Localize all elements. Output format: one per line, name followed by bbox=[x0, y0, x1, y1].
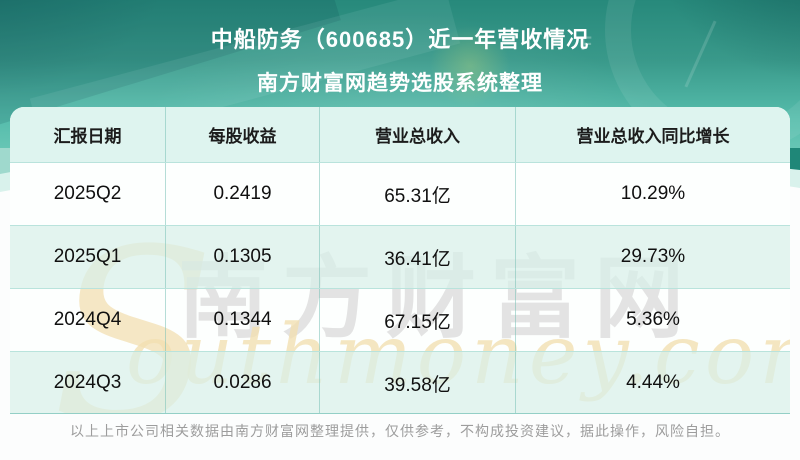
cell-eps: 0.0286 bbox=[166, 352, 320, 413]
cell-report-date: 2025Q2 bbox=[10, 163, 166, 225]
cell-yoy-growth: 10.29% bbox=[620, 183, 686, 204]
page-subtitle: 南方财富网趋势选股系统整理 bbox=[257, 72, 543, 95]
cell-report-date: 2024Q3 bbox=[10, 352, 166, 413]
table-row: 2024Q3 0.0286 39.58亿 4.44% bbox=[10, 351, 790, 413]
cell-total-revenue: 67.15亿 bbox=[320, 289, 516, 351]
cell-eps: 0.1344 bbox=[166, 289, 320, 351]
col-header-total-revenue: 营业总收入 bbox=[320, 107, 516, 162]
cell-total-revenue: 39.58亿 bbox=[320, 352, 516, 413]
cell-report-date: 2025Q1 bbox=[10, 226, 166, 288]
table-row: 2025Q1 0.1305 36.41亿 29.73% bbox=[10, 225, 790, 288]
cell-total-revenue: 36.41亿 bbox=[320, 226, 516, 288]
col-header-yoy-growth: 营业总收入同比增长 bbox=[576, 127, 730, 146]
col-header-eps: 每股收益 bbox=[166, 107, 320, 162]
table-header-row: 汇报日期 每股收益 营业总收入 营业总收入同比增长 bbox=[10, 107, 790, 162]
cell-report-date: 2024Q4 bbox=[10, 289, 166, 351]
cell-eps: 0.1305 bbox=[166, 226, 320, 288]
disclaimer-text: 以上上市公司相关数据由南方财富网整理提供，仅供参考，不构成投资建议，据此操作，风… bbox=[70, 423, 730, 439]
cell-eps: 0.2419 bbox=[166, 163, 320, 225]
cell-total-revenue: 65.31亿 bbox=[320, 163, 516, 225]
cell-yoy-growth: 29.73% bbox=[620, 246, 686, 267]
header-titles: 中船防务（600685）近一年营收情况 南方财富网趋势选股系统整理 bbox=[0, 0, 800, 97]
cell-yoy-growth: 5.36% bbox=[626, 309, 680, 330]
col-header-report-date: 汇报日期 bbox=[10, 107, 166, 162]
cell-yoy-growth: 4.44% bbox=[626, 372, 680, 393]
page-title: 中船防务（600685）近一年营收情况 bbox=[210, 27, 590, 52]
revenue-table-card: S 南方财富网 outhmoney.com 汇报日期 每股收益 营业总收入 营业… bbox=[10, 107, 790, 414]
table-row: 2025Q2 0.2419 65.31亿 10.29% bbox=[10, 162, 790, 225]
table-row: 2024Q4 0.1344 67.15亿 5.36% bbox=[10, 288, 790, 351]
gauge-f-marking: F bbox=[580, 34, 592, 55]
